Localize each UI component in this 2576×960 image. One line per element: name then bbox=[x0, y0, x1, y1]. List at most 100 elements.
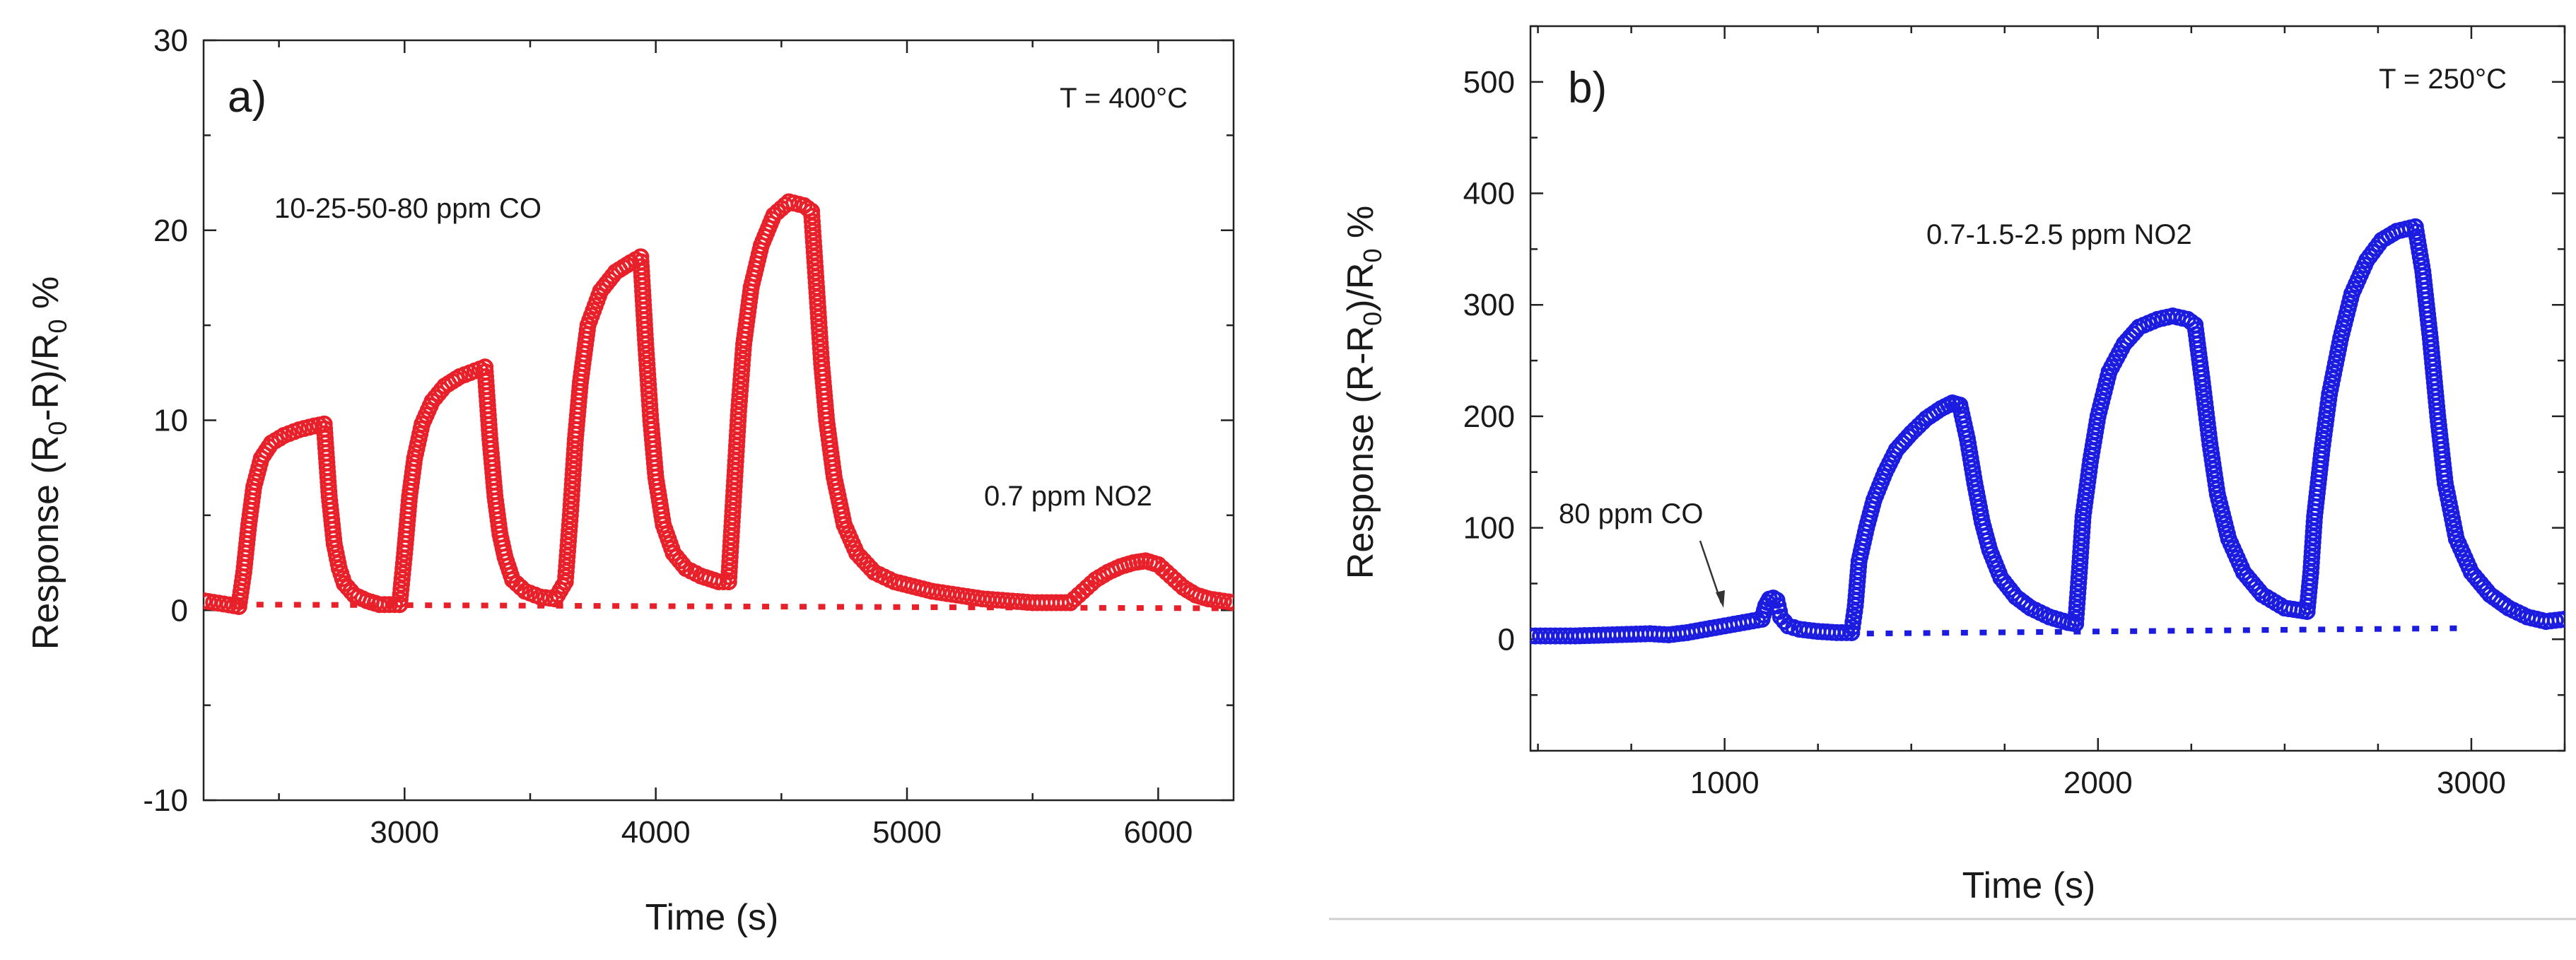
baseline-dot-a bbox=[1061, 604, 1069, 611]
baseline-dot-b bbox=[2412, 626, 2420, 632]
y-tick-label-b: 200 bbox=[1463, 399, 1515, 434]
baseline-dot-b bbox=[2167, 628, 2175, 634]
y-tick-label-a: 0 bbox=[171, 593, 188, 628]
baseline-dot-a bbox=[743, 603, 751, 609]
y-tick-label-a: -10 bbox=[143, 783, 188, 818]
y-tick-label-b: 400 bbox=[1463, 177, 1515, 211]
baseline-dot-a bbox=[368, 602, 376, 608]
baseline-dot-a bbox=[1118, 604, 1125, 611]
annotation-co-concentrations: 10-25-50-80 ppm CO bbox=[274, 193, 541, 224]
x-tick-label-a: 5000 bbox=[872, 815, 942, 850]
baseline-dot-a bbox=[612, 603, 620, 609]
baseline-dot-a bbox=[556, 602, 563, 609]
baseline-dot-b bbox=[2073, 628, 2081, 635]
baseline-dot-b bbox=[1998, 629, 2006, 636]
baseline-dot-b bbox=[1848, 631, 1856, 637]
baseline-dot-a bbox=[1155, 605, 1163, 611]
baseline-dot-a bbox=[256, 602, 264, 608]
baseline-dot-a bbox=[481, 602, 488, 609]
x-tick-label-a: 4000 bbox=[621, 815, 691, 850]
chart-panel-b: Response (R-R0)/R0 % Time (s) b) T = 250… bbox=[1329, 25, 2576, 920]
baseline-dot-a bbox=[293, 602, 301, 608]
panel-label-b: b) bbox=[1568, 64, 1607, 112]
baseline-dot-a bbox=[312, 602, 320, 608]
x-tick-label-b: 3000 bbox=[2437, 766, 2506, 800]
baseline-dot-a bbox=[500, 602, 508, 609]
y-axis-title-b: Response (R-R0)/R0 % bbox=[1340, 206, 1387, 579]
data-point-b bbox=[2556, 610, 2565, 628]
temperature-label-b: T = 250°C bbox=[2379, 64, 2507, 95]
baseline-dot-b bbox=[2111, 628, 2119, 635]
baseline-dot-b bbox=[2375, 626, 2382, 632]
baseline-dot-a bbox=[837, 604, 845, 610]
y-axis-title-a: Response (R0-R)/R0 % bbox=[25, 276, 72, 650]
baseline-dot-a bbox=[1136, 605, 1144, 611]
baseline-dot-a bbox=[1080, 604, 1088, 611]
baseline-dot-a bbox=[462, 602, 470, 609]
baseline-dot-b bbox=[2205, 627, 2213, 633]
baseline-dot-a bbox=[631, 603, 638, 609]
baseline-dot-b bbox=[1942, 630, 1950, 636]
baseline-dot-a bbox=[986, 604, 994, 611]
baseline-dot-a bbox=[968, 604, 976, 611]
baseline-dot-a bbox=[1005, 604, 1013, 611]
baseline-dot-b bbox=[2186, 628, 2194, 634]
baseline-dot-a bbox=[780, 604, 788, 610]
x-tick-label-b: 1000 bbox=[1690, 766, 1760, 800]
annotation-no2-concentrations: 0.7-1.5-2.5 ppm NO2 bbox=[1926, 219, 2192, 250]
data-layer-b bbox=[1530, 218, 2565, 645]
baseline-dot-a bbox=[706, 603, 713, 609]
y-tick-label-b: 0 bbox=[1498, 622, 1515, 657]
baseline-dot-b bbox=[2393, 626, 2401, 632]
baseline-dot-a bbox=[1211, 605, 1219, 611]
baseline-dot-b bbox=[2017, 629, 2025, 636]
baseline-dot-a bbox=[725, 603, 732, 609]
baseline-dot-a bbox=[762, 604, 770, 610]
baseline-dot-a bbox=[930, 604, 938, 610]
baseline-dot-b bbox=[1885, 630, 1893, 636]
baseline-dot-b bbox=[1979, 629, 1987, 636]
annotation-co-80ppm: 80 ppm CO bbox=[1559, 498, 1704, 529]
baseline-dot-b bbox=[1904, 630, 1912, 636]
baseline-dot-b bbox=[2130, 628, 2138, 634]
y-tick-label-b: 100 bbox=[1463, 511, 1515, 546]
baseline-dot-a bbox=[387, 602, 395, 608]
baseline-dot-a bbox=[593, 603, 601, 609]
baseline-dot-a bbox=[443, 602, 451, 609]
baseline-dot-b bbox=[2261, 627, 2269, 633]
baseline-dot-b bbox=[2092, 628, 2100, 635]
baseline-dot-b bbox=[2336, 626, 2344, 633]
data-layer-a bbox=[204, 193, 1234, 615]
baseline-dot-a bbox=[575, 603, 582, 609]
y-tick-label-a: 10 bbox=[153, 404, 188, 438]
y-tick-label-a: 20 bbox=[153, 213, 188, 248]
baseline-dot-b bbox=[2355, 626, 2363, 632]
baseline-dot-a bbox=[275, 602, 283, 608]
baseline-dot-b bbox=[1960, 629, 1968, 636]
baseline-dot-a bbox=[1193, 605, 1200, 611]
x-axis-title-b: Time (s) bbox=[1962, 865, 2096, 906]
baseline-dot-a bbox=[518, 602, 526, 609]
baseline-dot-b bbox=[2148, 628, 2156, 634]
chart-panel-a: Response (R0-R)/R0 % Time (s) a) T = 400… bbox=[25, 23, 1235, 938]
baseline-dot-b bbox=[2281, 626, 2288, 633]
x-tick-label-a: 6000 bbox=[1123, 815, 1193, 850]
baseline-dot-a bbox=[911, 604, 919, 610]
baseline-dot-a bbox=[668, 603, 676, 609]
baseline-dot-a bbox=[537, 602, 545, 609]
baseline-dot-a bbox=[818, 604, 826, 610]
baseline-dot-b bbox=[2242, 627, 2250, 633]
x-tick-label-b: 2000 bbox=[2063, 766, 2133, 800]
x-tick-label-a: 3000 bbox=[370, 815, 439, 850]
baseline-dot-b bbox=[1866, 631, 1874, 637]
data-point-a bbox=[1225, 594, 1234, 611]
baseline-dot-a bbox=[1173, 605, 1181, 611]
baseline-dot-a bbox=[687, 603, 695, 609]
temperature-label-a: T = 400°C bbox=[1060, 83, 1188, 114]
baseline-dot-a bbox=[1043, 604, 1050, 611]
baseline-dot-b bbox=[2054, 628, 2062, 635]
baseline-dot-b bbox=[2318, 626, 2326, 633]
baseline-dot-a bbox=[893, 604, 901, 610]
baseline-dot-b bbox=[2036, 629, 2044, 636]
